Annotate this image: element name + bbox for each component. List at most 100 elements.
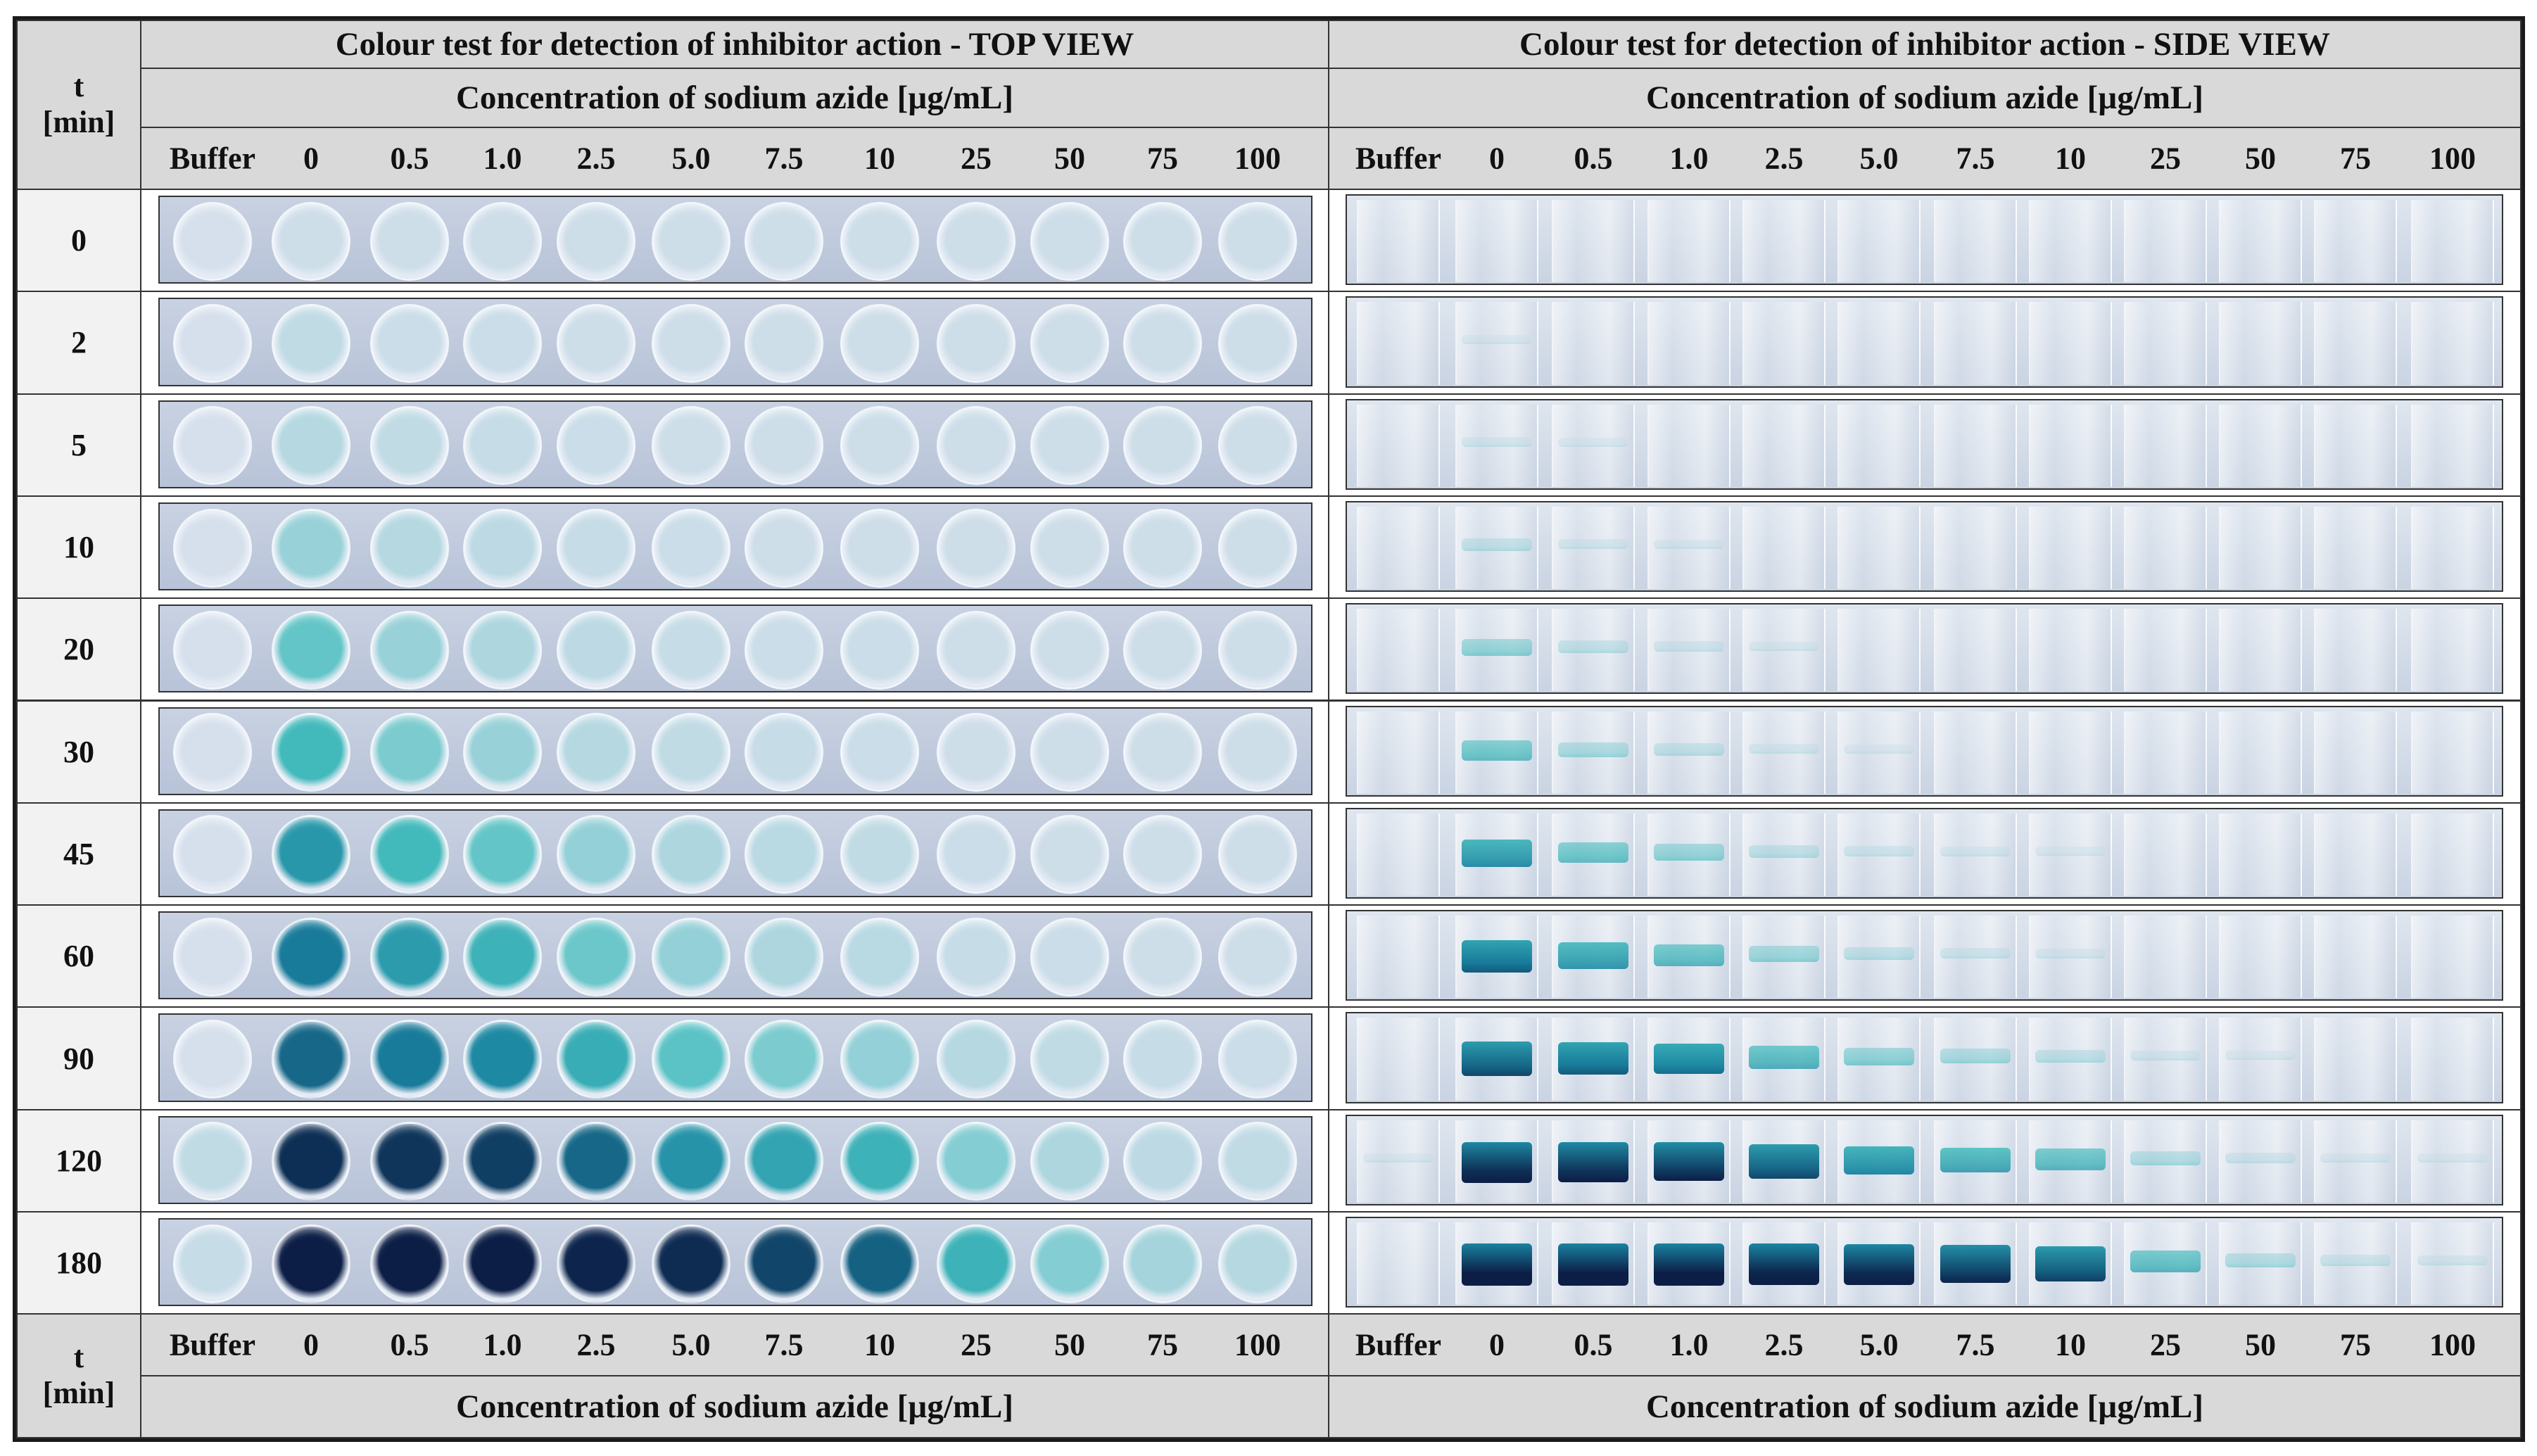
side-view-well [2314, 302, 2397, 385]
side-view-well [1742, 302, 1826, 385]
top-view-well [370, 303, 449, 383]
side-view-well [2029, 506, 2112, 590]
side-view-colour-band [2130, 1251, 2201, 1273]
top-view-column-label: 5.0 [671, 141, 711, 176]
side-view-well [2219, 916, 2302, 999]
time-cell: 0 [16, 189, 141, 293]
top-view-well [370, 406, 449, 486]
top-view-well [173, 815, 252, 894]
side-view-well [1742, 916, 1826, 999]
side-view-column-label: 50 [2245, 141, 2276, 176]
top-view-well [1123, 917, 1202, 996]
top-view-well [745, 1020, 823, 1099]
side-view-well [1647, 1222, 1731, 1305]
top-view-well [173, 406, 252, 486]
side-view-well [2029, 813, 2112, 897]
side-view-colour-band [1557, 437, 1629, 447]
side-view-well [1647, 1018, 1731, 1101]
top-view-column-label: 0.5 [390, 141, 429, 176]
side-view-well [2219, 506, 2302, 590]
side-view-colour-band [1653, 944, 1725, 966]
top-view-well [173, 303, 252, 383]
side-view-well [1552, 813, 1635, 897]
top-view-well [1123, 713, 1202, 792]
top-view-well [1218, 1122, 1297, 1201]
side-view-column-label: 0 [1489, 141, 1505, 176]
top-view-well [557, 815, 635, 894]
side-view-well [1837, 609, 1921, 692]
side-view-well [1455, 813, 1538, 897]
top-view-well [840, 201, 919, 281]
side-view-colour-band [2417, 1153, 2488, 1163]
side-view-well [2219, 1222, 2302, 1305]
top-view-bottom-column-label: 50 [1054, 1327, 1085, 1362]
side-view-well [1837, 200, 1921, 283]
side-view-well [1647, 609, 1731, 692]
side-view-colour-band [1461, 639, 1533, 657]
top-view-well [1030, 1224, 1109, 1303]
top-view-well [1123, 610, 1202, 690]
top-view-well [463, 1020, 542, 1099]
side-view-well [1357, 916, 1440, 999]
side-view-plate-photo [1346, 807, 2503, 899]
side-view-bottom-column-label: 5.0 [1859, 1327, 1899, 1362]
side-view-well [1647, 506, 1731, 590]
top-view-well [745, 406, 823, 486]
side-view-well [2314, 609, 2397, 692]
side-view-well [1647, 813, 1731, 897]
top-view-well [173, 201, 252, 281]
side-view-column-label: 10 [2055, 141, 2086, 176]
top-view-plate-photo [158, 911, 1312, 1000]
side-view-bottom-column-label: Buffer [1355, 1327, 1442, 1362]
side-view-colour-band [1748, 1144, 1820, 1179]
top-view-well [557, 1224, 635, 1303]
top-view-plate-photo [158, 1115, 1312, 1204]
top-view-well [1030, 815, 1109, 894]
top-view-well [463, 610, 542, 690]
side-view-well [1357, 1222, 1440, 1305]
side-view-well [1647, 916, 1731, 999]
side-view-colour-band [1843, 1146, 1915, 1175]
top-view-well [1030, 610, 1109, 690]
side-view-well [2314, 1018, 2397, 1101]
side-view-well [2124, 916, 2207, 999]
top-view-well [840, 508, 919, 588]
top-view-well [745, 303, 823, 383]
side-view-well [2314, 711, 2397, 794]
top-view-well [1030, 508, 1109, 588]
time-header-bottom: t [min] [16, 1313, 141, 1438]
top-view-well [840, 1020, 919, 1099]
side-view-well [1455, 1120, 1538, 1203]
top-view-well [272, 508, 350, 588]
side-view-well [1742, 813, 1826, 897]
side-view-column-label: 75 [2340, 141, 2371, 176]
top-view-well [937, 1020, 1016, 1099]
side-view-colour-band [2320, 1254, 2391, 1266]
time-header-t: t [73, 1340, 84, 1375]
top-view-well [1218, 713, 1297, 792]
side-view-colour-band [2035, 1246, 2106, 1281]
side-view-colour-band [1557, 539, 1629, 550]
side-view-plate-photo [1346, 1114, 2503, 1205]
side-view-well [1552, 1018, 1635, 1101]
side-view-colour-band [1748, 1046, 1820, 1070]
side-view-concentration-label-bottom: Concentration of sodium azide [µg/mL] [1328, 1375, 2522, 1438]
side-view-well [1357, 711, 1440, 794]
side-view-well [1647, 1120, 1731, 1203]
top-view-bottom-column-label: 7.5 [764, 1327, 804, 1362]
top-view-well [745, 610, 823, 690]
top-view-well [557, 1020, 635, 1099]
top-view-well [1218, 1224, 1297, 1303]
top-view-well [840, 713, 919, 792]
side-view-well [1742, 200, 1826, 283]
top-view-well [1123, 1122, 1202, 1201]
top-view-well [937, 201, 1016, 281]
side-view-colour-band [1748, 744, 1820, 754]
side-view-colour-band [1940, 1147, 2011, 1172]
side-view-well [2124, 813, 2207, 897]
side-view-well [1455, 916, 1538, 999]
side-view-well [1552, 711, 1635, 794]
side-view-colour-band [1940, 1049, 2011, 1064]
side-view-well [2124, 1018, 2207, 1101]
side-view-colour-band [1557, 942, 1629, 970]
